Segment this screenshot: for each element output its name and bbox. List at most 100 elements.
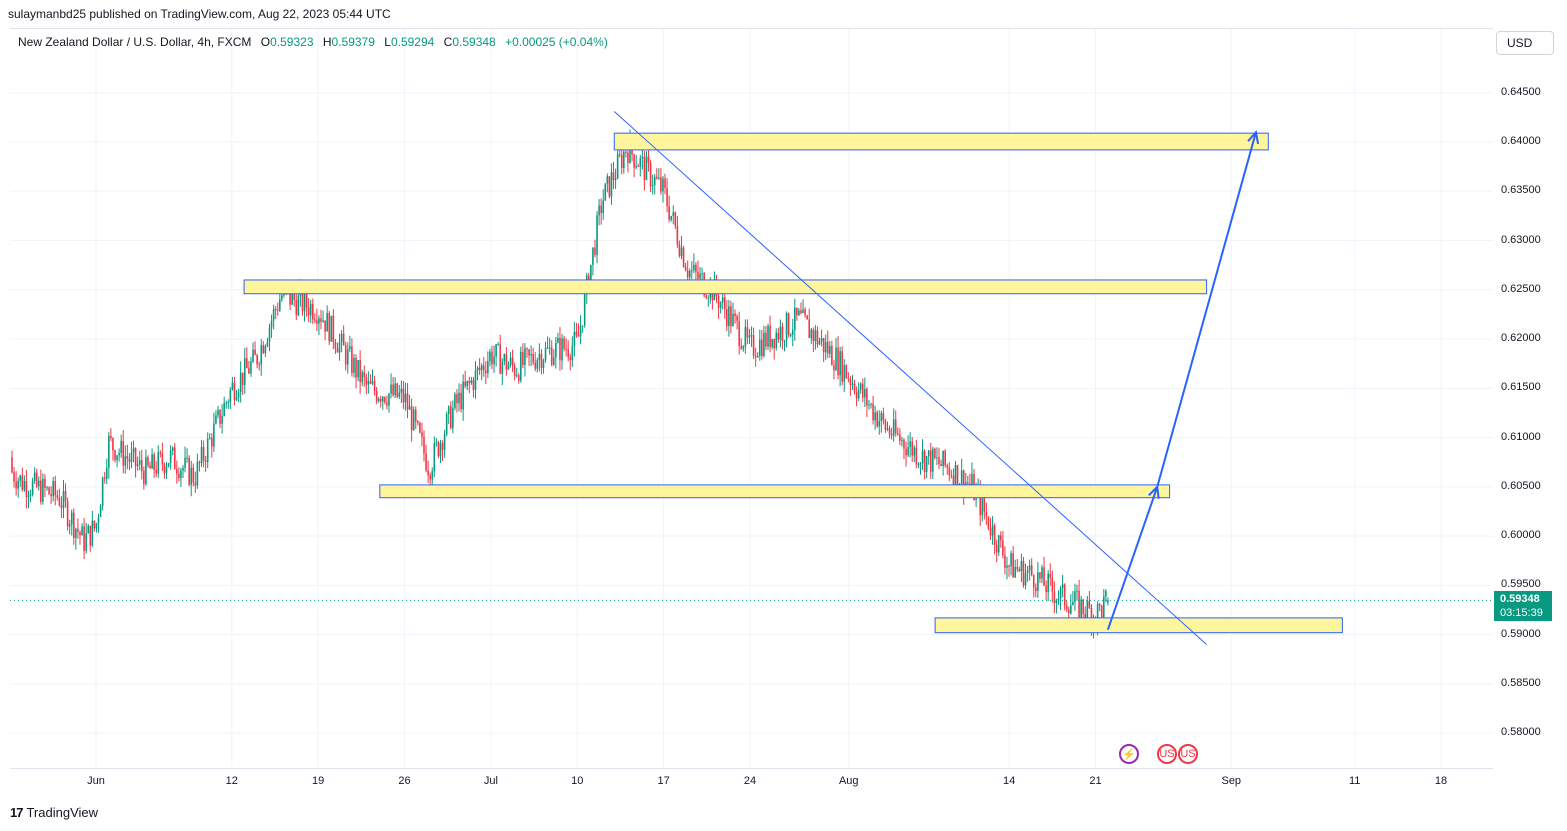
candle-body (346, 349, 349, 365)
candle-body (184, 457, 186, 468)
candle-body (758, 339, 761, 356)
candle-body (250, 361, 252, 374)
candle-body (796, 307, 798, 316)
candle-body (645, 156, 648, 180)
candle-body (1010, 553, 1012, 567)
candle-body (530, 353, 532, 356)
candle-body (373, 381, 376, 392)
candle-body (769, 325, 771, 348)
candle-body (651, 185, 654, 187)
candle-body (857, 389, 860, 399)
candle-body (575, 331, 578, 336)
candle-body (396, 383, 399, 397)
candle-body (932, 448, 934, 472)
candle-body (561, 338, 563, 361)
candle-body (818, 341, 821, 345)
candle-body (392, 384, 394, 396)
candle-body (565, 348, 567, 350)
time-tick-label: 24 (743, 775, 757, 787)
candle-body (831, 345, 833, 366)
chart-area[interactable] (10, 28, 1493, 769)
candle-body (938, 457, 940, 465)
candle-body (948, 467, 951, 476)
candle-body (37, 480, 40, 487)
candle-body (773, 338, 775, 349)
candle-body (660, 177, 662, 192)
candle-body (868, 404, 870, 406)
candle-body (468, 380, 471, 384)
candle-body (1084, 613, 1087, 619)
candle-body (929, 450, 932, 472)
candle-body (149, 465, 151, 469)
candle-body (1063, 584, 1066, 606)
price-axis[interactable]: 0.64500 0.64000 0.63500 0.63000 0.62500 0.620… (1493, 60, 1567, 767)
candle-body (876, 412, 878, 427)
candles (11, 129, 1109, 639)
candle-body (421, 432, 423, 437)
candle-body (791, 329, 794, 335)
candle-body (305, 292, 308, 308)
candle-body (246, 358, 248, 369)
candle-body (48, 487, 50, 495)
candle-body (200, 447, 203, 464)
candle-body (297, 295, 300, 316)
candle-body (126, 456, 129, 459)
candle-body (447, 406, 450, 415)
candle-body (402, 388, 405, 403)
candle-body (686, 270, 689, 278)
candle-body (375, 391, 378, 402)
candle-body (693, 264, 695, 271)
candle-body (260, 345, 263, 365)
candle-body (1057, 599, 1060, 601)
candle-body (913, 447, 916, 456)
candle-body (507, 364, 510, 370)
candle-body (744, 327, 747, 347)
publish-info: sulaymanbd25 published on TradingView.co… (8, 7, 391, 21)
candle-body (89, 525, 92, 546)
candle-body (1065, 605, 1068, 610)
candle-body (781, 326, 784, 341)
candle-body (658, 177, 660, 179)
candle-body (369, 381, 372, 384)
candle-body (592, 247, 594, 265)
candle-body (441, 443, 444, 450)
candle-body (116, 455, 118, 461)
candle-body (464, 381, 466, 387)
time-tick-label: Jul (483, 775, 498, 787)
lightning-icon[interactable]: ⚡ (1119, 744, 1139, 764)
candle-body (241, 372, 244, 386)
tradingview-brand[interactable]: 17 TradingView (10, 805, 98, 820)
candle-body (878, 421, 881, 427)
candle-body (641, 156, 644, 159)
candle-body (316, 320, 318, 324)
candle-body (466, 380, 469, 387)
candle-body (604, 183, 607, 201)
candle-body (882, 413, 885, 421)
candle-body (571, 345, 574, 361)
candle-body (54, 480, 57, 496)
candle-body (962, 470, 965, 494)
close-label: C (443, 35, 453, 49)
candle-body (1086, 600, 1089, 619)
us-flag-icon[interactable]: US (1157, 744, 1177, 764)
currency-button[interactable]: USD (1496, 31, 1554, 55)
support-resistance-zone (379, 484, 1171, 499)
candle-body (151, 454, 153, 469)
candle-body (454, 394, 456, 409)
candle-body (522, 351, 524, 365)
candle-body (237, 392, 240, 398)
candle-body (839, 351, 841, 376)
candle-body (732, 313, 734, 326)
candle-body (707, 297, 710, 299)
candle-body (1045, 585, 1047, 593)
candle-body (911, 441, 914, 456)
candle-body (742, 346, 745, 349)
candle-body (349, 346, 351, 350)
symbol-name[interactable]: New Zealand Dollar / U.S. Dollar, 4h, FX… (18, 35, 252, 49)
candle-body (1078, 590, 1080, 618)
candle-body (58, 497, 61, 506)
candle-body (567, 349, 569, 358)
candle-body (77, 528, 79, 533)
us-flag-icon[interactable]: US (1178, 744, 1198, 764)
